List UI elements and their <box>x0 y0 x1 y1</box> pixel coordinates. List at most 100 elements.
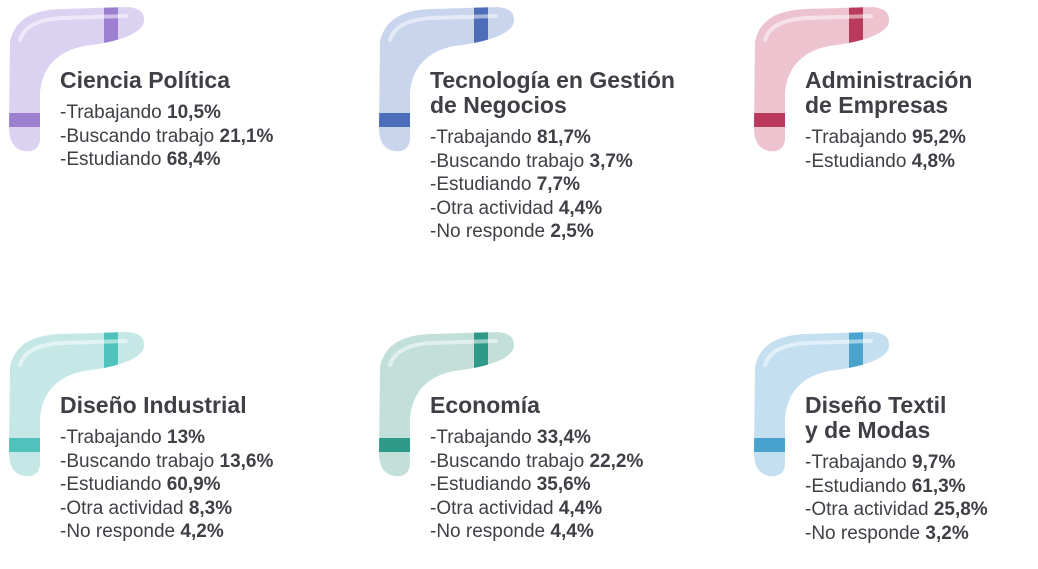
program-card: Ciencia Política -Trabajando 10,5% -Buscan… <box>0 0 330 245</box>
card-text: Ciencia Política -Trabajando 10,5% -Buscan… <box>60 68 273 172</box>
card-title: Economía <box>430 393 643 418</box>
stat-item: -Trabajando 10,5% <box>60 101 273 125</box>
program-card: Administración de Empresas -Trabajando 95,… <box>745 0 1038 245</box>
bottom-band <box>9 438 60 452</box>
stat-label: -Estudiando <box>430 174 532 195</box>
card-text: Economía -Trabajando 33,4% -Buscando traba… <box>430 393 643 544</box>
stat-label: -Buscando trabajo <box>430 150 585 172</box>
bottom-band <box>379 113 430 127</box>
stat-item: -Otra actividad 4,4% <box>430 497 643 521</box>
title-line: Ciencia Política <box>60 67 231 93</box>
stat-label: -Estudiando <box>430 474 532 495</box>
title-line: de Empresas <box>805 92 949 118</box>
stat-value: 33,4% <box>537 427 591 448</box>
program-card: Diseño Textil y de Modas -Trabajando 9,7% -… <box>745 325 1038 569</box>
stat-label: -Buscando trabajo <box>60 125 215 147</box>
stat-label: -Trabajando <box>430 127 532 148</box>
stat-value: 68,4% <box>166 149 221 170</box>
boomerang-icon <box>379 7 514 152</box>
stat-label: -Otra actividad <box>805 499 929 520</box>
stat-item: -Buscando trabajo 13,6% <box>60 450 273 474</box>
card-title: Administración de Empresas <box>805 68 972 118</box>
bottom-band <box>9 113 60 127</box>
stat-item: -Otra actividad 25,8% <box>805 498 988 522</box>
stat-label: -No responde <box>430 521 546 542</box>
stat-value: 10,5% <box>167 102 221 123</box>
stat-item: -Trabajando 95,2% <box>805 126 972 150</box>
stat-label: -Trabajando <box>60 102 162 123</box>
top-band <box>474 332 488 385</box>
boomerang-body <box>379 7 514 152</box>
stat-value: 3,7% <box>589 150 633 172</box>
stat-value: 4,4% <box>558 197 603 219</box>
stat-value: 2,5% <box>550 221 594 242</box>
program-card: Tecnología en Gestión de Negocios -Trabaja… <box>370 0 700 245</box>
program-card: Diseño Industrial -Trabajando 13% -Buscand… <box>0 325 330 569</box>
stat-item: -Trabajando 33,4% <box>430 426 643 450</box>
stat-label: -Trabajando <box>805 452 907 473</box>
stat-label: -Trabajando <box>805 127 907 148</box>
stat-item: -Trabajando 13% <box>60 426 273 450</box>
highlight <box>18 14 128 42</box>
stat-label: -Estudiando <box>60 149 162 170</box>
stat-value: 13% <box>167 427 206 448</box>
stat-value: 8,3% <box>188 497 233 519</box>
stat-value: 25,8% <box>933 499 988 520</box>
boomerang-body <box>9 7 144 152</box>
stat-item: -Estudiando 7,7% <box>430 173 675 197</box>
title-line: de Negocios <box>430 92 567 118</box>
stat-label: -Estudiando <box>805 475 907 497</box>
card-text: Diseño Industrial -Trabajando 13% -Buscand… <box>60 393 273 544</box>
stat-value: 81,7% <box>537 127 591 148</box>
card-title: Tecnología en Gestión de Negocios <box>430 68 675 118</box>
stat-label: -Trabajando <box>430 427 532 448</box>
stat-value: 35,6% <box>536 474 591 495</box>
stat-value: 61,3% <box>911 475 966 497</box>
card-text: Diseño Textil y de Modas -Trabajando 9,7% -… <box>805 393 988 545</box>
stat-label: -No responde <box>430 221 546 242</box>
bottom-band <box>754 113 805 127</box>
stat-item: -Estudiando 35,6% <box>430 473 643 497</box>
stat-label: -Buscando trabajo <box>60 450 215 472</box>
boomerang-body <box>9 332 144 477</box>
boomerang-icon <box>9 332 144 477</box>
stat-value: 4,4% <box>558 497 603 519</box>
stat-value: 3,2% <box>925 522 969 544</box>
stat-value: 9,7% <box>912 452 956 473</box>
boomerang-body <box>754 7 889 152</box>
boomerang-icon <box>379 332 514 477</box>
stat-item: -Otra actividad 4,4% <box>430 197 675 221</box>
highlight <box>388 339 498 367</box>
stat-item: -Trabajando 81,7% <box>430 126 675 150</box>
top-band <box>104 332 118 385</box>
card-title: Diseño Industrial <box>60 393 273 418</box>
title-line: Diseño Industrial <box>60 392 247 418</box>
card-text: Tecnología en Gestión de Negocios -Trabaja… <box>430 68 675 244</box>
stat-value: 21,1% <box>219 125 274 147</box>
title-line: Diseño Textil <box>805 392 947 418</box>
stat-value: 60,9% <box>166 474 221 495</box>
top-band <box>849 332 863 385</box>
highlight <box>763 339 873 367</box>
stat-value: 4,4% <box>550 521 594 542</box>
highlight <box>388 14 498 42</box>
top-band <box>474 7 488 60</box>
title-line: y de Modas <box>805 417 931 443</box>
stat-item: -No responde 2,5% <box>430 220 675 244</box>
title-line: Economía <box>430 392 540 418</box>
stat-value: 4,2% <box>180 521 224 542</box>
boomerang-icon <box>754 7 889 152</box>
stat-label: -Otra actividad <box>60 497 184 519</box>
stat-item: -No responde 4,2% <box>60 520 273 544</box>
highlight <box>763 14 873 42</box>
stat-value: 4,8% <box>911 150 955 172</box>
top-band <box>849 7 863 60</box>
stat-label: -No responde <box>60 521 176 542</box>
stat-item: -Buscando trabajo 22,2% <box>430 450 643 474</box>
card-text: Administración de Empresas -Trabajando 95,… <box>805 68 972 173</box>
stat-item: -No responde 3,2% <box>805 522 988 546</box>
stat-item: -Estudiando 68,4% <box>60 148 273 172</box>
stat-item: -Estudiando 61,3% <box>805 475 988 499</box>
boomerang-body <box>379 332 514 477</box>
